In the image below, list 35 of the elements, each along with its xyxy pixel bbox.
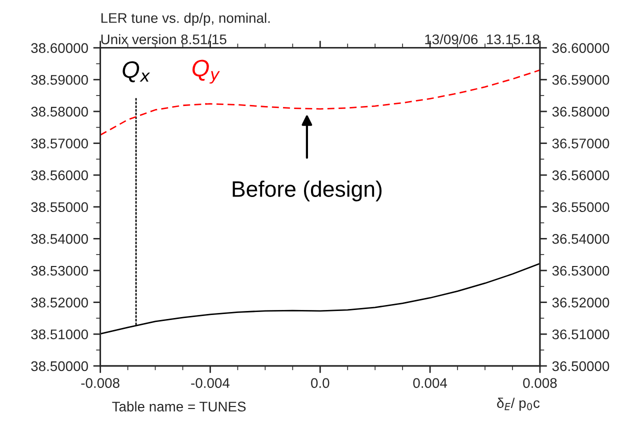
x-tick-label: 0.008 [523,378,557,388]
y-tick-label: 38.55000 [31,202,88,212]
y2-tick-label: 36.54000 [552,234,610,244]
x-tick-label: -0.004 [191,378,230,388]
annotation: Before (design) [232,180,382,202]
annotation: Q$_{y}$ [192,60,220,84]
x-tick-label: 0.004 [413,378,448,388]
text: Table name = TUNES [112,401,246,412]
annotation: Q$_{x}$ [122,61,150,82]
x-tick-label: -0.008 [81,378,120,388]
y-tick-label: 38.51000 [31,329,88,340]
y2-tick-label: 36.50000 [552,361,610,372]
y2-tick-label: 36.55000 [552,202,610,212]
chart-title: LER tune vs. dp/p, nominal. [101,12,270,26]
y2-tick-label: 36.52000 [552,298,610,308]
y-tick-label: 38.53000 [31,266,88,276]
y-tick-label: 38.52000 [31,298,88,308]
y-tick-label: 38.58000 [31,106,88,117]
y2-tick-label: 36.57000 [552,138,610,148]
x-axis-title: δ$_{E}$/ p$_{0}$c [497,398,540,411]
x-tick-label: 0.0 [311,378,330,388]
y-tick-label: 38.50000 [31,361,88,372]
y-tick-label: 38.54000 [31,234,88,244]
y2-tick-label: 36.58000 [552,106,610,117]
y-tick-label: 38.56000 [31,170,88,180]
text: 13/09/06 13.15.18 [425,34,540,44]
y2-tick-label: 36.59000 [552,74,610,85]
chart-subtitle: Unix version 8.51/15 [101,34,226,44]
y2-tick-label: 36.60000 [552,43,610,53]
y-tick-label: 38.60000 [31,43,88,53]
y-tick-label: 38.59000 [31,74,88,85]
y2-tick-label: 36.56000 [552,170,610,180]
y-tick-label: 38.57000 [31,138,88,148]
y2-tick-label: 36.53000 [552,266,610,276]
y2-tick-label: 36.51000 [552,329,610,340]
